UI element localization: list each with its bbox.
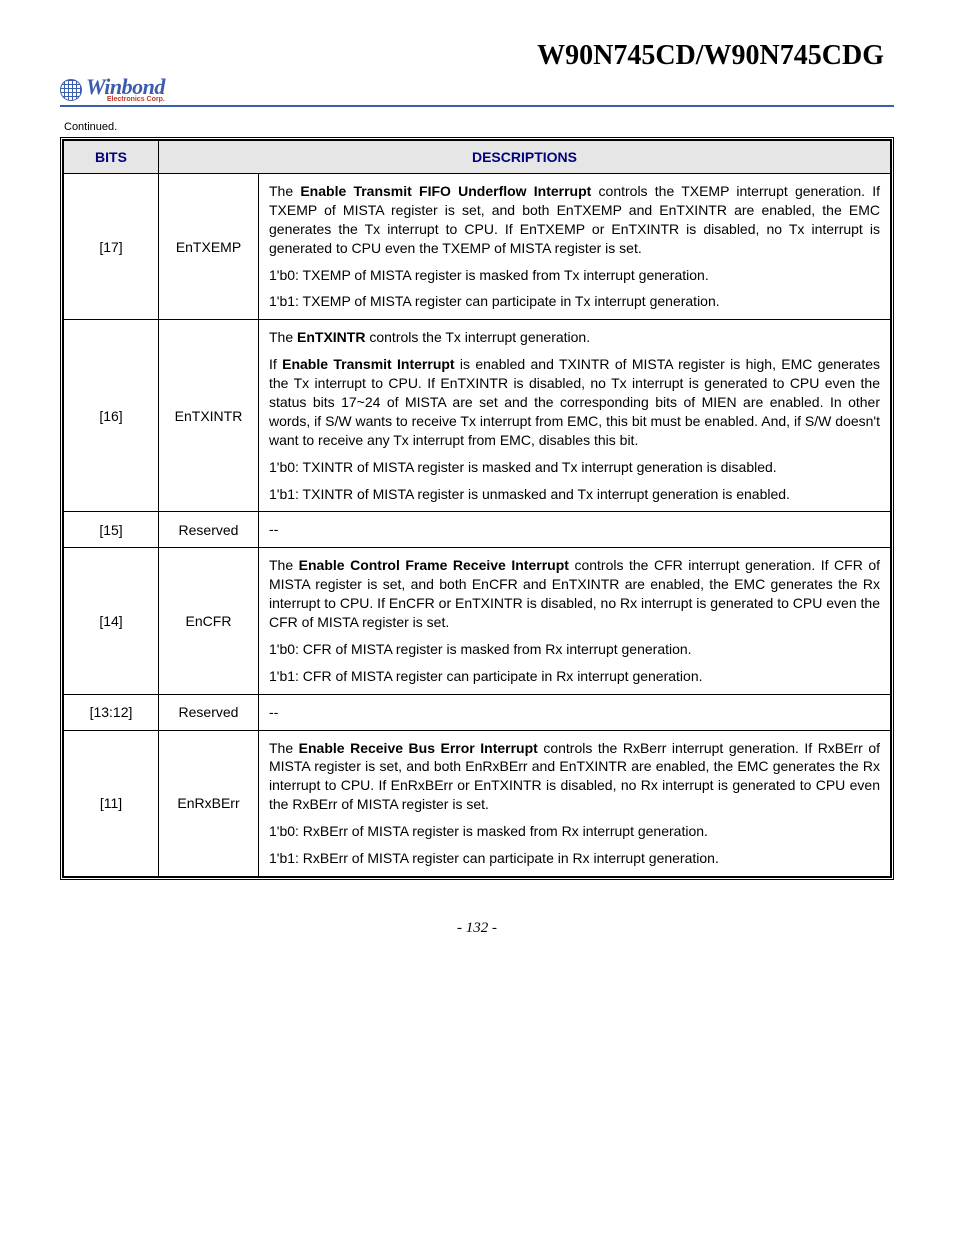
bits-cell: [11] — [64, 730, 159, 876]
winbond-logo: Winbond Electronics Corp. — [60, 76, 165, 103]
table-row: [15]Reserved-- — [64, 512, 891, 548]
globe-icon — [60, 79, 82, 101]
logo-subtitle: Electronics Corp. — [86, 96, 165, 103]
desc-cell: -- — [259, 512, 891, 548]
name-cell: EnCFR — [159, 548, 259, 694]
page-number: - 132 - — [60, 920, 894, 937]
name-cell: EnTXEMP — [159, 174, 259, 320]
register-table: BITS DESCRIPTIONS [17]EnTXEMPThe Enable … — [63, 140, 891, 877]
bits-cell: [17] — [64, 174, 159, 320]
table-row: [16]EnTXINTRThe EnTXINTR controls the Tx… — [64, 320, 891, 512]
table-row: [14]EnCFRThe Enable Control Frame Receiv… — [64, 548, 891, 694]
name-cell: Reserved — [159, 694, 259, 730]
table-row: [11]EnRxBErrThe Enable Receive Bus Error… — [64, 730, 891, 876]
header-rule — [60, 105, 894, 107]
continued-label: Continued. — [64, 121, 894, 133]
table-row: [13:12]Reserved-- — [64, 694, 891, 730]
logo-name: Winbond — [86, 76, 165, 98]
desc-cell: The Enable Control Frame Receive Interru… — [259, 548, 891, 694]
th-bits: BITS — [64, 141, 159, 174]
desc-cell: The Enable Transmit FIFO Underflow Inter… — [259, 174, 891, 320]
name-cell: Reserved — [159, 512, 259, 548]
name-cell: EnTXINTR — [159, 320, 259, 512]
bits-cell: [16] — [64, 320, 159, 512]
th-desc: DESCRIPTIONS — [159, 141, 891, 174]
desc-cell: -- — [259, 694, 891, 730]
desc-cell: The Enable Receive Bus Error Interrupt c… — [259, 730, 891, 876]
doc-title: W90N745CD/W90N745CDG — [60, 40, 884, 72]
name-cell: EnRxBErr — [159, 730, 259, 876]
register-table-wrap: BITS DESCRIPTIONS [17]EnTXEMPThe Enable … — [60, 137, 894, 880]
logo-row: Winbond Electronics Corp. — [60, 76, 894, 103]
table-row: [17]EnTXEMPThe Enable Transmit FIFO Unde… — [64, 174, 891, 320]
bits-cell: [14] — [64, 548, 159, 694]
bits-cell: [13:12] — [64, 694, 159, 730]
bits-cell: [15] — [64, 512, 159, 548]
desc-cell: The EnTXINTR controls the Tx interrupt g… — [259, 320, 891, 512]
